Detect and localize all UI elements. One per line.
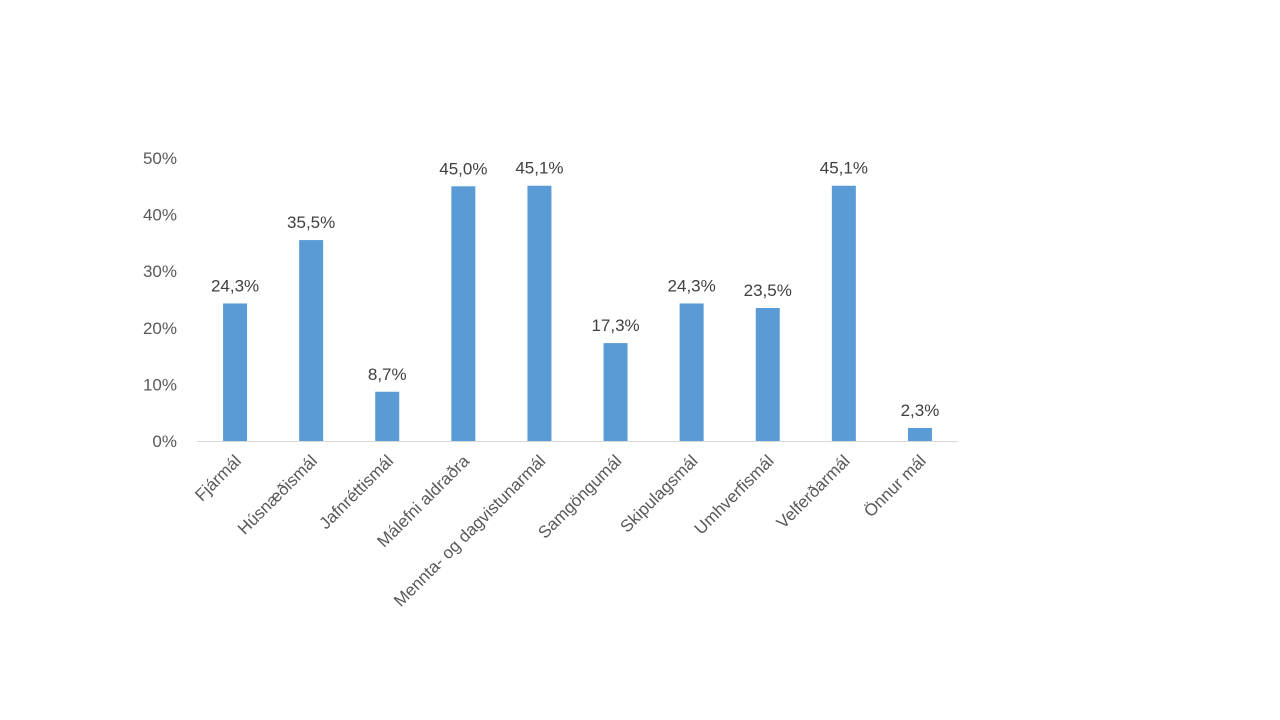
category-label: Húsnæðismál bbox=[234, 451, 321, 538]
bar bbox=[375, 391, 400, 441]
data-label: 8,7% bbox=[368, 365, 407, 384]
category-label: Fjármál bbox=[191, 451, 245, 505]
data-label: 45,0% bbox=[439, 159, 487, 178]
bar bbox=[299, 240, 324, 441]
category-label: Önnur mál bbox=[860, 451, 930, 521]
data-label: 17,3% bbox=[591, 316, 639, 335]
data-label: 24,3% bbox=[211, 276, 259, 295]
y-tick-label: 30% bbox=[143, 262, 177, 281]
category-label: Umhverfismál bbox=[691, 451, 778, 538]
bar bbox=[603, 343, 628, 441]
y-tick-label: 20% bbox=[143, 319, 177, 338]
bar bbox=[679, 303, 704, 441]
bar bbox=[907, 427, 932, 441]
data-label: 24,3% bbox=[668, 276, 716, 295]
data-label: 45,1% bbox=[820, 159, 868, 178]
bar bbox=[451, 186, 476, 441]
data-label: 35,5% bbox=[287, 213, 335, 232]
category-label: Velferðarmál bbox=[773, 451, 854, 532]
data-label: 23,5% bbox=[744, 281, 792, 300]
category-label: Jafnréttismál bbox=[315, 451, 397, 533]
bars bbox=[223, 185, 932, 441]
bar bbox=[527, 185, 552, 441]
data-label: 45,1% bbox=[515, 159, 563, 178]
bar bbox=[755, 307, 780, 441]
y-tick-label: 50% bbox=[143, 149, 177, 168]
bar bbox=[223, 303, 248, 441]
bar bbox=[831, 185, 856, 441]
category-label: Skipulagsmál bbox=[617, 451, 702, 536]
data-label: 2,3% bbox=[901, 401, 940, 420]
data-labels: 24,3% 35,5% 8,7% 45,0% 45,1% 17,3% 24,3% 23,5% 4… bbox=[211, 159, 939, 420]
y-axis-labels: 0% 10% 20% 30% 40% 50% bbox=[143, 149, 177, 451]
y-tick-label: 0% bbox=[152, 432, 177, 451]
category-label: Mennta- og dagvistunarmál bbox=[390, 451, 549, 610]
y-tick-label: 10% bbox=[143, 375, 177, 394]
y-tick-label: 40% bbox=[143, 206, 177, 225]
